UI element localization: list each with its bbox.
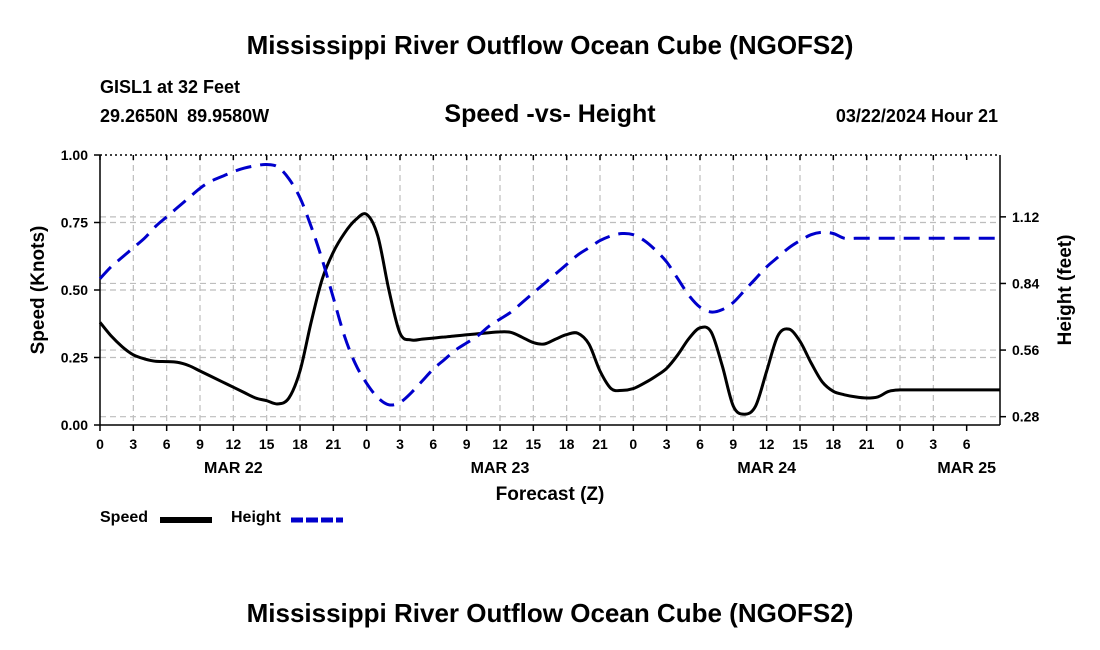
x-tick-label: 18	[826, 436, 842, 452]
x-tick-label: 6	[429, 436, 437, 452]
station-coordinates: 29.2650N 89.9580W	[100, 106, 270, 126]
series-line-speed	[98, 212, 1000, 416]
x-tick-label: 12	[492, 436, 508, 452]
x-tick-label: 0	[96, 436, 104, 452]
x-tick-label: 3	[129, 436, 137, 452]
y-right-tick-label: 0.28	[1012, 409, 1039, 425]
x-axis-title: Forecast (Z)	[496, 484, 605, 505]
x-tick-label: 6	[163, 436, 171, 452]
y-right-tick-label: 1.12	[1012, 209, 1039, 225]
chart-title: Speed -vs- Height	[444, 100, 656, 128]
x-tick-label: 21	[859, 436, 875, 452]
x-tick-label: 3	[663, 436, 671, 452]
x-tick-label: 21	[326, 436, 342, 452]
date-label: MAR 23	[471, 460, 530, 477]
y-right-tick-label: 0.84	[1012, 275, 1039, 291]
y-left-tick-label: 0.00	[61, 417, 88, 433]
series-line-height	[98, 162, 1000, 407]
x-tick-label: 18	[559, 436, 575, 452]
x-tick-label: 9	[196, 436, 204, 452]
x-tick-label: 0	[896, 436, 904, 452]
x-tick-label: 6	[696, 436, 704, 452]
x-tick-label: 12	[759, 436, 775, 452]
date-label: MAR 24	[737, 460, 796, 477]
x-tick-label: 0	[363, 436, 371, 452]
y-right-tick-label: 0.56	[1012, 342, 1039, 358]
y-right-axis-title: Height (feet)	[1055, 235, 1076, 346]
y-left-tick-label: 0.50	[61, 282, 88, 298]
bottom-title: Mississippi River Outflow Ocean Cube (NG…	[246, 598, 854, 628]
x-tick-label: 6	[963, 436, 971, 452]
x-tick-label: 0	[629, 436, 637, 452]
x-tick-label: 15	[259, 436, 275, 452]
y-left-tick-label: 0.25	[61, 350, 88, 366]
x-tick-label: 15	[792, 436, 808, 452]
y-left-tick-label: 0.75	[61, 215, 88, 231]
x-tick-label: 21	[592, 436, 608, 452]
x-tick-label: 9	[463, 436, 471, 452]
date-label: MAR 22	[204, 460, 263, 477]
x-tick-label: 18	[292, 436, 308, 452]
legend-height-label: Height	[231, 509, 281, 526]
x-tick-label: 15	[526, 436, 542, 452]
y-left-tick-label: 1.00	[61, 147, 88, 163]
forecast-timestamp: 03/22/2024 Hour 21	[835, 106, 998, 126]
legend-speed-label: Speed	[100, 509, 149, 526]
page-title: Mississippi River Outflow Ocean Cube (NG…	[246, 30, 854, 60]
x-tick-label: 12	[226, 436, 242, 452]
x-tick-label: 3	[396, 436, 404, 452]
x-tick-label: 3	[929, 436, 937, 452]
y-left-axis-title: Speed (Knots)	[28, 226, 49, 355]
date-label: MAR 25	[937, 460, 996, 477]
station-id: GISL1 at 32 Feet	[100, 77, 241, 97]
x-tick-label: 9	[729, 436, 737, 452]
